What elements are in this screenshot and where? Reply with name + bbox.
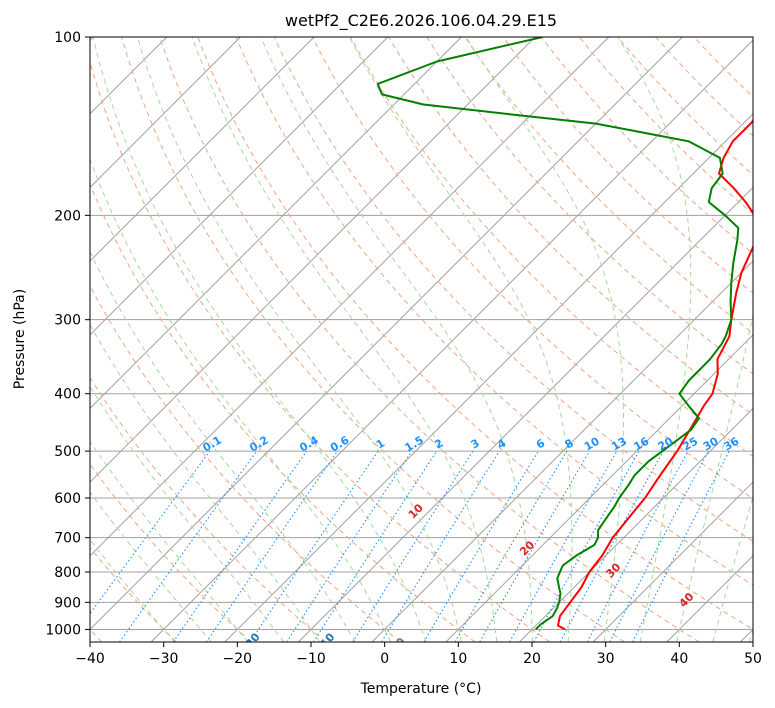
x-tick-label: −40: [75, 651, 105, 667]
isotherm-line: [90, 37, 462, 410]
isotherm-line: [90, 37, 389, 336]
y-axis-label: Pressure (hPa): [12, 289, 28, 389]
isotherm-line: [519, 407, 753, 642]
isotherm-line: [90, 37, 536, 483]
dry-adiabat-line: [388, 37, 753, 416]
y-tick-label: 900: [54, 595, 81, 611]
x-tick-label: 40: [670, 651, 688, 667]
moist-adiabat-line: [260, 37, 533, 642]
mixing-ratio-line: [533, 450, 640, 642]
dry-adiabat-line: [90, 60, 551, 642]
isotherm-line: [90, 37, 683, 631]
isotherm-line: [371, 260, 753, 642]
x-tick-label: 0: [380, 651, 389, 667]
y-tick-label: 1000: [45, 622, 81, 638]
mixing-ratio-line: [454, 450, 568, 642]
dry-adiabat-line: [90, 284, 401, 642]
y-tick-label: 800: [54, 565, 81, 581]
isotherm-line: [445, 334, 753, 642]
mixing-ratio-line: [205, 450, 338, 642]
dry-adiabat-line: [426, 37, 753, 375]
moist-adiabat-line: [676, 312, 753, 642]
isotherm-line: [224, 113, 753, 642]
x-tick-label: 10: [449, 651, 467, 667]
mixing-ratio-line: [172, 450, 308, 642]
y-tick-label: 500: [54, 444, 81, 460]
temperature-profile-line: [557, 119, 753, 631]
x-axis-ticks: −40 −30 −20 −10 0 10 20 30 40 50: [75, 642, 762, 667]
y-tick-label: 300: [54, 313, 81, 329]
isotherm-line: [90, 37, 610, 557]
moist-adiabat-line: [191, 37, 498, 642]
mixing-ratio-line: [479, 450, 591, 642]
dry-adiabat-label: 0: [393, 635, 408, 649]
x-tick-label: −30: [149, 651, 179, 667]
mixing-ratio-line: [352, 450, 474, 642]
moist-adiabat-line: [90, 323, 321, 642]
dry-adiabat-line: [311, 37, 753, 500]
isotherm-line: [90, 37, 315, 262]
plot-frame: [89, 36, 754, 643]
moist-adiabat-line: [90, 157, 392, 642]
x-axis-label: Temperature (°C): [360, 681, 482, 697]
moist-adiabat-line: [90, 250, 356, 642]
x-tick-label: −20: [223, 651, 253, 667]
dry-adiabat-line: [350, 37, 753, 457]
y-tick-label: 200: [54, 208, 81, 224]
dry-adiabat-label: -10: [315, 630, 338, 654]
dry-adiabat-line: [235, 37, 753, 586]
isotherm-line: [592, 481, 753, 642]
mixing-ratio-line: [559, 450, 664, 642]
mixing-ratio-line: [423, 450, 539, 642]
x-tick-label: 20: [523, 651, 541, 667]
moist-adiabat-line: [137, 37, 462, 642]
x-tick-label: 30: [597, 651, 615, 667]
background-lines: [90, 37, 753, 642]
dewpoint-profile-line: [376, 37, 740, 631]
moist-adiabat-line: [465, 37, 624, 642]
sounding-profiles: [376, 37, 753, 631]
mixing-ratio-line: [119, 450, 258, 642]
isotherm-line: [150, 39, 753, 642]
mixing-ratio-line: [90, 450, 211, 615]
y-tick-label: 600: [54, 491, 81, 507]
dry-adiabat-line: [197, 37, 753, 630]
y-axis-ticks: 100 200 300 400 500 600 700 800 900 1000: [45, 30, 90, 638]
mixing-ratio-line: [381, 450, 500, 642]
chart-title: wetPf2_C2E6.2026.106.04.29.E15: [285, 11, 557, 31]
moist-adiabat-line: [348, 37, 573, 642]
mixing-ratio-line: [313, 450, 438, 642]
moist-adiabat-line: [712, 495, 753, 642]
dry-adiabat-line: [90, 376, 327, 642]
dry-adiabat-label: -20: [240, 630, 263, 654]
moist-adiabat-line: [617, 37, 692, 642]
y-tick-label: 400: [54, 387, 81, 403]
x-tick-label: −10: [296, 651, 326, 667]
moist-adiabat-line: [90, 385, 285, 642]
x-tick-label: 50: [744, 651, 762, 667]
y-tick-label: 700: [54, 531, 81, 547]
isotherm-line: [90, 37, 241, 189]
dry-adiabat-line: [121, 37, 625, 642]
mixing-ratio-line: [509, 450, 618, 642]
y-tick-label: 100: [54, 30, 81, 46]
